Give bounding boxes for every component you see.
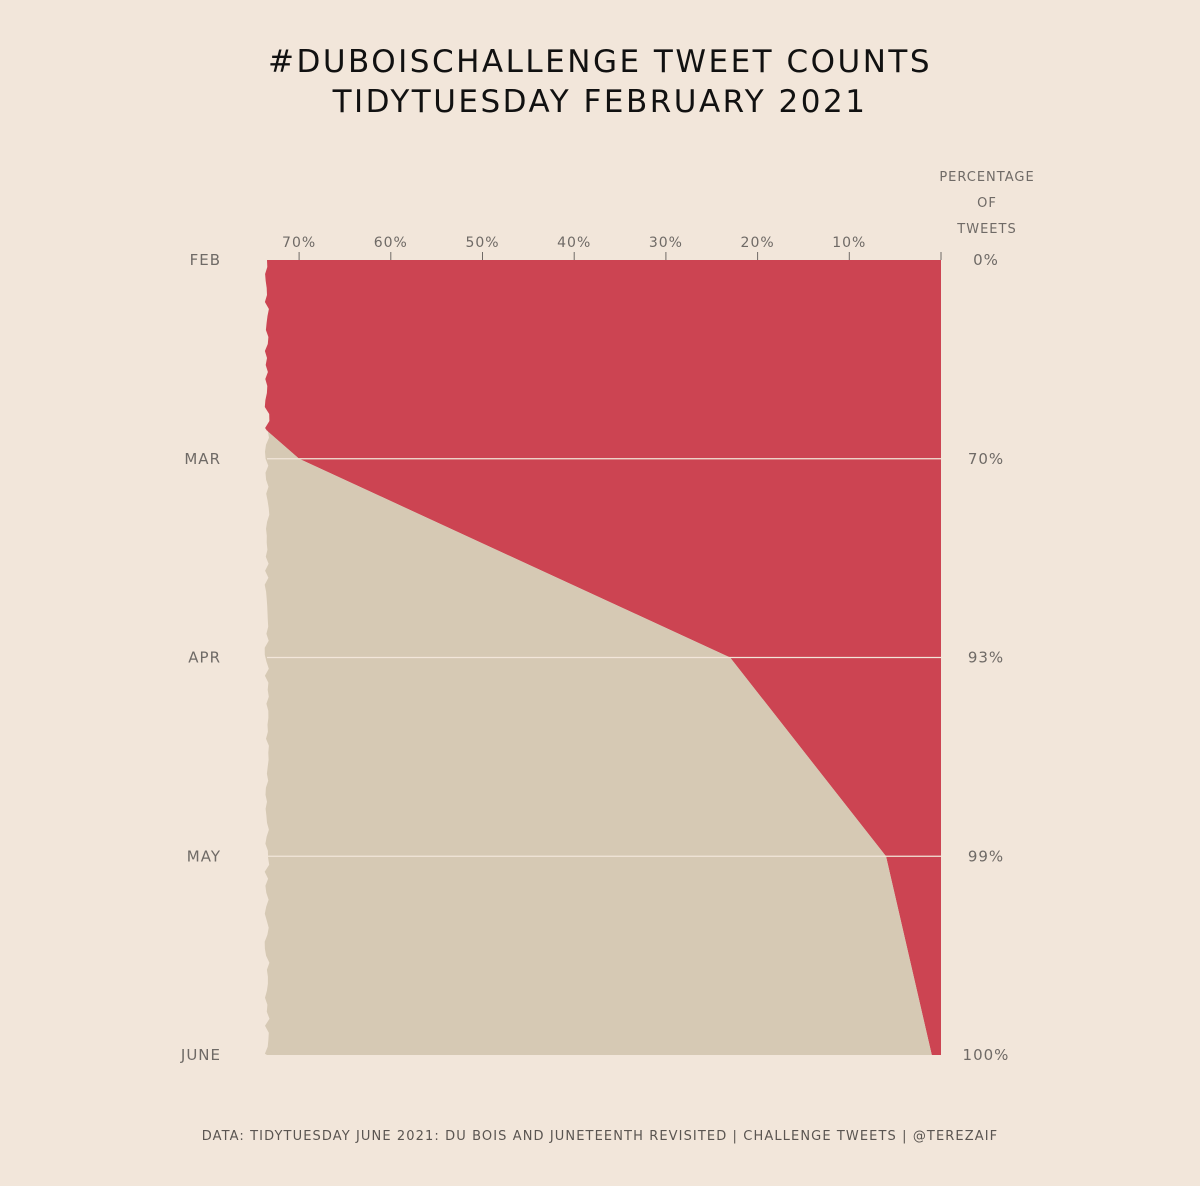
x-tick-label: 50% bbox=[465, 235, 499, 251]
x-tick-label: 10% bbox=[832, 235, 866, 251]
x-axis-title-line: TWEETS bbox=[956, 222, 1016, 237]
month-label: FEB bbox=[190, 251, 221, 269]
x-axis-title-line: PERCENTAGE bbox=[939, 170, 1034, 185]
month-label: MAY bbox=[187, 847, 221, 865]
cumulative-percent-label: 100% bbox=[963, 1046, 1010, 1064]
cumulative-percent-label: 70% bbox=[968, 450, 1004, 468]
x-tick-label: 60% bbox=[374, 235, 408, 251]
x-axis-title-line: OF bbox=[977, 196, 997, 211]
chart-title-line-2: TIDYTUESDAY FEBRUARY 2021 bbox=[332, 84, 868, 120]
month-label: MAR bbox=[184, 450, 221, 468]
x-tick-label: 70% bbox=[282, 235, 316, 251]
chart-title-line-1: #DUBOISCHALLENGE TWEET COUNTS bbox=[267, 44, 932, 80]
cumulative-percent-label: 93% bbox=[968, 649, 1004, 667]
chart-title: #DUBOISCHALLENGE TWEET COUNTS TIDYTUESDA… bbox=[0, 42, 1200, 122]
cumulative-percent-label: 99% bbox=[968, 847, 1004, 865]
x-tick-label: 40% bbox=[557, 235, 591, 251]
x-tick-label: 20% bbox=[741, 235, 775, 251]
month-label: APR bbox=[188, 649, 221, 667]
x-tick-label: 30% bbox=[649, 235, 683, 251]
cumulative-share-area bbox=[264, 430, 932, 1055]
cumulative-percent-label: 0% bbox=[973, 251, 999, 269]
data-source-caption: DATA: TIDYTUESDAY JUNE 2021: DU BOIS AND… bbox=[201, 1129, 999, 1144]
month-label: JUNE bbox=[180, 1046, 221, 1064]
